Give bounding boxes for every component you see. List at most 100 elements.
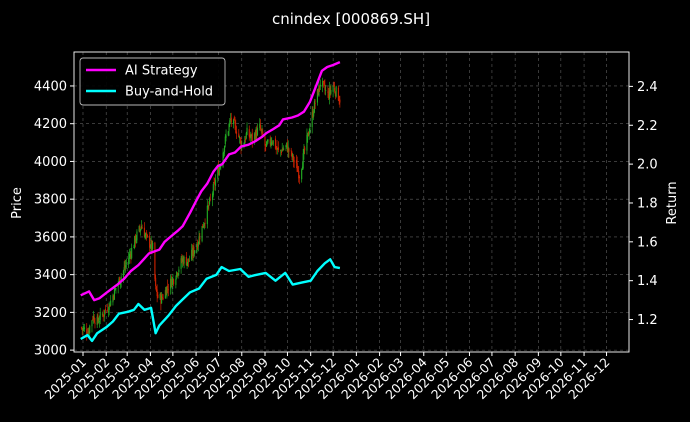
candle-body (270, 142, 272, 146)
candle-body (262, 131, 264, 137)
candle-body (293, 160, 295, 162)
candle-body (159, 294, 161, 299)
candle-body (275, 147, 277, 149)
candle-body (208, 205, 210, 206)
candle-body (303, 148, 305, 154)
candle-body (173, 279, 175, 284)
candle-body (149, 235, 151, 248)
candle-body (209, 198, 211, 200)
candle-body (108, 303, 110, 310)
candle-body (245, 133, 247, 139)
candle-body (122, 270, 124, 277)
candle-body (319, 84, 321, 87)
candle-body (330, 89, 332, 94)
candle-body (324, 85, 326, 90)
candle-body (175, 278, 177, 285)
candle-body (246, 127, 248, 135)
candle-body (134, 236, 136, 247)
series-lines (80, 60, 341, 343)
candle-body (282, 149, 284, 150)
candle-body (319, 85, 321, 88)
candle-body (92, 318, 94, 320)
candle-body (280, 150, 282, 152)
candle-body (154, 242, 156, 279)
candle-body (151, 240, 153, 250)
candle-body (302, 153, 304, 169)
candle-body (332, 86, 334, 92)
y-tick-label-right: 1.4 (637, 274, 658, 289)
candle-body (229, 119, 232, 120)
candle-body (264, 136, 266, 146)
candle-body (194, 250, 196, 254)
candle-body (291, 152, 293, 158)
candle-body (244, 138, 247, 140)
candle-body (99, 312, 101, 320)
candle-body (322, 81, 324, 83)
candle-body (161, 296, 163, 298)
candle-body (182, 258, 184, 265)
candle-body (107, 311, 110, 313)
candle-body (250, 137, 252, 138)
candle-body (180, 258, 182, 269)
candle-body (266, 142, 268, 144)
legend: AI Strategy Buy-and-Hold (79, 57, 226, 106)
y-axis-left: 3000 3200 3400 3600 3800 4000 4200 4400 (34, 79, 74, 359)
candle-body (162, 297, 164, 299)
candle-body (215, 179, 217, 186)
candle-body (313, 112, 315, 117)
y-tick-label-left: 3600 (34, 230, 67, 245)
candle-body (327, 91, 329, 93)
candle-body (141, 227, 143, 229)
candle-body (114, 288, 116, 290)
candle-body (83, 327, 86, 329)
y-tick-label-left: 3800 (34, 193, 67, 208)
candle-body (255, 129, 257, 140)
y-tick-label-left: 4000 (34, 155, 67, 170)
candle-body (251, 133, 253, 142)
candle-body (272, 140, 274, 145)
candle-body (288, 148, 290, 152)
candle-body (183, 256, 185, 264)
candle-body (202, 224, 204, 228)
candle-body (277, 148, 279, 149)
candle-body (138, 225, 140, 232)
candle-body (167, 285, 169, 288)
candle-body (219, 165, 221, 169)
y-tick-label-left: 3000 (34, 344, 67, 359)
legend-box (79, 57, 226, 106)
candle-body (277, 147, 280, 150)
candle-body (98, 322, 100, 324)
candle-body (256, 127, 259, 136)
candle-body (104, 308, 107, 311)
candle-body (199, 237, 201, 240)
candle-body (113, 296, 115, 299)
candle-body (298, 176, 300, 179)
candle-body (206, 205, 208, 225)
candle-body (256, 129, 258, 137)
candle-body (295, 160, 297, 164)
candle-body (123, 267, 125, 271)
candle-body (269, 139, 271, 144)
candle-body (292, 154, 294, 157)
candle-body (170, 279, 172, 288)
candle-body (238, 133, 240, 137)
candle-body (209, 198, 211, 205)
candle-body (103, 314, 105, 316)
candle-body (290, 150, 292, 152)
candle-body (214, 181, 216, 186)
candle-body (229, 120, 231, 123)
candle-body (249, 134, 251, 138)
candle-body (316, 89, 318, 103)
candle-body (115, 288, 117, 289)
candle-body (213, 182, 215, 184)
candle-body (297, 170, 299, 172)
candle-body (318, 84, 320, 96)
y-tick-label-left: 3400 (34, 268, 67, 283)
candle-body (83, 327, 85, 330)
candle-body (81, 328, 83, 330)
candle-body (110, 300, 112, 306)
candle-body (197, 243, 199, 249)
candle-body (125, 265, 127, 267)
candle-body (304, 147, 306, 151)
candle-body (130, 254, 132, 258)
